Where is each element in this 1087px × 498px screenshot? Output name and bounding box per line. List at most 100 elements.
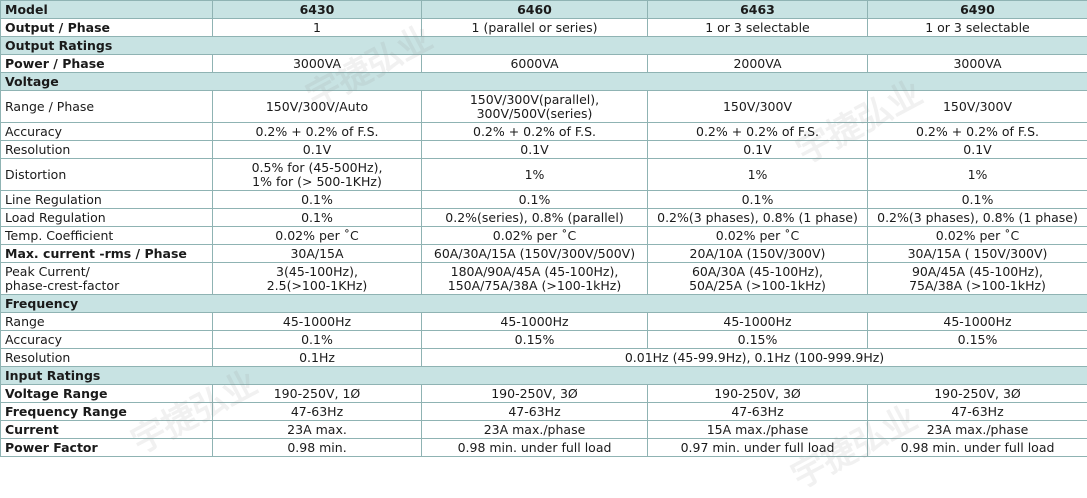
table-row: Current 23A max. 23A max./phase 15A max.… <box>1 421 1087 439</box>
table-cell: 45-1000Hz <box>868 313 1087 331</box>
section-row: Input Ratings <box>1 367 1087 385</box>
table-row: Power Factor 0.98 min. 0.98 min. under f… <box>1 439 1087 457</box>
table-cell: 0.1% <box>868 191 1087 209</box>
table-cell: 0.2% + 0.2% of F.S. <box>868 123 1087 141</box>
model-name: 6490 <box>868 1 1087 19</box>
table-cell: 0.1V <box>648 141 868 159</box>
table-cell: 0.02% per ˚C <box>213 227 422 245</box>
table-cell: 45-1000Hz <box>422 313 648 331</box>
table-cell: 0.1V <box>422 141 648 159</box>
cell-line: 3(45-100Hz), <box>217 265 417 279</box>
row-label: Load Regulation <box>1 209 213 227</box>
table-cell: 0.98 min. under full load <box>422 439 648 457</box>
row-label: Accuracy <box>1 123 213 141</box>
table-cell: 0.2%(3 phases), 0.8% (1 phase) <box>868 209 1087 227</box>
section-heading: Output Ratings <box>1 37 1087 55</box>
table-cell: 1 (parallel or series) <box>422 19 648 37</box>
table-cell: 0.1% <box>648 191 868 209</box>
table-cell: 1 <box>213 19 422 37</box>
table-row: Frequency Range 47-63Hz 47-63Hz 47-63Hz … <box>1 403 1087 421</box>
row-label: Power / Phase <box>1 55 213 73</box>
row-label: Line Regulation <box>1 191 213 209</box>
table-cell: 60A/30A/15A (150V/300V/500V) <box>422 245 648 263</box>
row-label: Accuracy <box>1 331 213 349</box>
table-cell: 1 or 3 selectable <box>868 19 1087 37</box>
table-cell: 190-250V, 3Ø <box>648 385 868 403</box>
table-cell: 0.1Hz <box>213 349 422 367</box>
row-label: Current <box>1 421 213 439</box>
table-cell: 20A/10A (150V/300V) <box>648 245 868 263</box>
table-cell: 0.2% + 0.2% of F.S. <box>213 123 422 141</box>
table-cell: 0.1% <box>213 191 422 209</box>
table-cell: 45-1000Hz <box>213 313 422 331</box>
table-cell: 0.02% per ˚C <box>868 227 1087 245</box>
table-cell: 150V/300V(parallel),300V/500V(series) <box>422 91 648 123</box>
table-row: Accuracy 0.1% 0.15% 0.15% 0.15% <box>1 331 1087 349</box>
row-label: Range <box>1 313 213 331</box>
table-cell: 1% <box>868 159 1087 191</box>
table-cell: 0.1V <box>213 141 422 159</box>
cell-line: phase-crest-factor <box>5 279 208 293</box>
table-cell: 23A max. <box>213 421 422 439</box>
table-cell: 0.15% <box>422 331 648 349</box>
cell-line: 1% <box>872 168 1083 182</box>
table-cell: 3000VA <box>213 55 422 73</box>
table-cell: 0.5% for (45-500Hz),1% for (> 500-1KHz) <box>213 159 422 191</box>
cell-line: 300V/500V(series) <box>426 107 643 121</box>
table-cell: 2000VA <box>648 55 868 73</box>
table-cell: 45-1000Hz <box>648 313 868 331</box>
model-name: 6460 <box>422 1 648 19</box>
row-label: Output / Phase <box>1 19 213 37</box>
spec-table: Model 6430 6460 6463 6490 Output / Phase… <box>0 0 1087 457</box>
table-cell: 3(45-100Hz),2.5(>100-1KHz) <box>213 263 422 295</box>
table-cell: 15A max./phase <box>648 421 868 439</box>
row-label: Voltage Range <box>1 385 213 403</box>
table-cell: 0.97 min. under full load <box>648 439 868 457</box>
cell-line: 60A/30A (45-100Hz), <box>652 265 863 279</box>
cell-line: 150V/300V/Auto <box>217 100 417 114</box>
cell-line: Peak Current/ <box>5 265 208 279</box>
row-label: Resolution <box>1 349 213 367</box>
table-cell: 0.1% <box>422 191 648 209</box>
table-cell: 190-250V, 1Ø <box>213 385 422 403</box>
table-cell: 0.02% per ˚C <box>648 227 868 245</box>
cell-line: 150V/300V(parallel), <box>426 93 643 107</box>
row-label: Max. current -rms / Phase <box>1 245 213 263</box>
table-cell: 0.2%(series), 0.8% (parallel) <box>422 209 648 227</box>
table-cell: 0.2% + 0.2% of F.S. <box>422 123 648 141</box>
section-row: Voltage <box>1 73 1087 91</box>
row-label: Power Factor <box>1 439 213 457</box>
table-cell: 0.1% <box>213 209 422 227</box>
row-label: Frequency Range <box>1 403 213 421</box>
table-cell: 0.15% <box>648 331 868 349</box>
cell-line: 1% <box>426 168 643 182</box>
table-cell: 60A/30A (45-100Hz),50A/25A (>100-1kHz) <box>648 263 868 295</box>
cell-line: 75A/38A (>100-1kHz) <box>872 279 1083 293</box>
table-cell: 0.01Hz (45-99.9Hz), 0.1Hz (100-999.9Hz) <box>422 349 1087 367</box>
section-heading: Voltage <box>1 73 1087 91</box>
table-cell: 150V/300V <box>648 91 868 123</box>
row-label: Peak Current/phase-crest-factor <box>1 263 213 295</box>
table-row: Line Regulation 0.1% 0.1% 0.1% 0.1% <box>1 191 1087 209</box>
section-row: Frequency <box>1 295 1087 313</box>
cell-line: 2.5(>100-1KHz) <box>217 279 417 293</box>
table-row: Range 45-1000Hz 45-1000Hz 45-1000Hz 45-1… <box>1 313 1087 331</box>
table-cell: 0.15% <box>868 331 1087 349</box>
table-cell: 47-63Hz <box>868 403 1087 421</box>
row-label: Temp. Coefficient <box>1 227 213 245</box>
table-cell: 0.2% + 0.2% of F.S. <box>648 123 868 141</box>
cell-line: 0.5% for (45-500Hz), <box>217 161 417 175</box>
table-row: Output / Phase 1 1 (parallel or series) … <box>1 19 1087 37</box>
table-row: Accuracy 0.2% + 0.2% of F.S. 0.2% + 0.2%… <box>1 123 1087 141</box>
table-row: Distortion 0.5% for (45-500Hz),1% for (>… <box>1 159 1087 191</box>
model-name: 6463 <box>648 1 868 19</box>
cell-line: 1% <box>652 168 863 182</box>
table-cell: 190-250V, 3Ø <box>868 385 1087 403</box>
cell-line: 180A/90A/45A (45-100Hz), <box>426 265 643 279</box>
table-cell: 0.98 min. <box>213 439 422 457</box>
table-cell: 47-63Hz <box>213 403 422 421</box>
table-cell: 47-63Hz <box>648 403 868 421</box>
table-cell: 23A max./phase <box>422 421 648 439</box>
table-cell: 0.1V <box>868 141 1087 159</box>
table-row: Resolution 0.1Hz 0.01Hz (45-99.9Hz), 0.1… <box>1 349 1087 367</box>
